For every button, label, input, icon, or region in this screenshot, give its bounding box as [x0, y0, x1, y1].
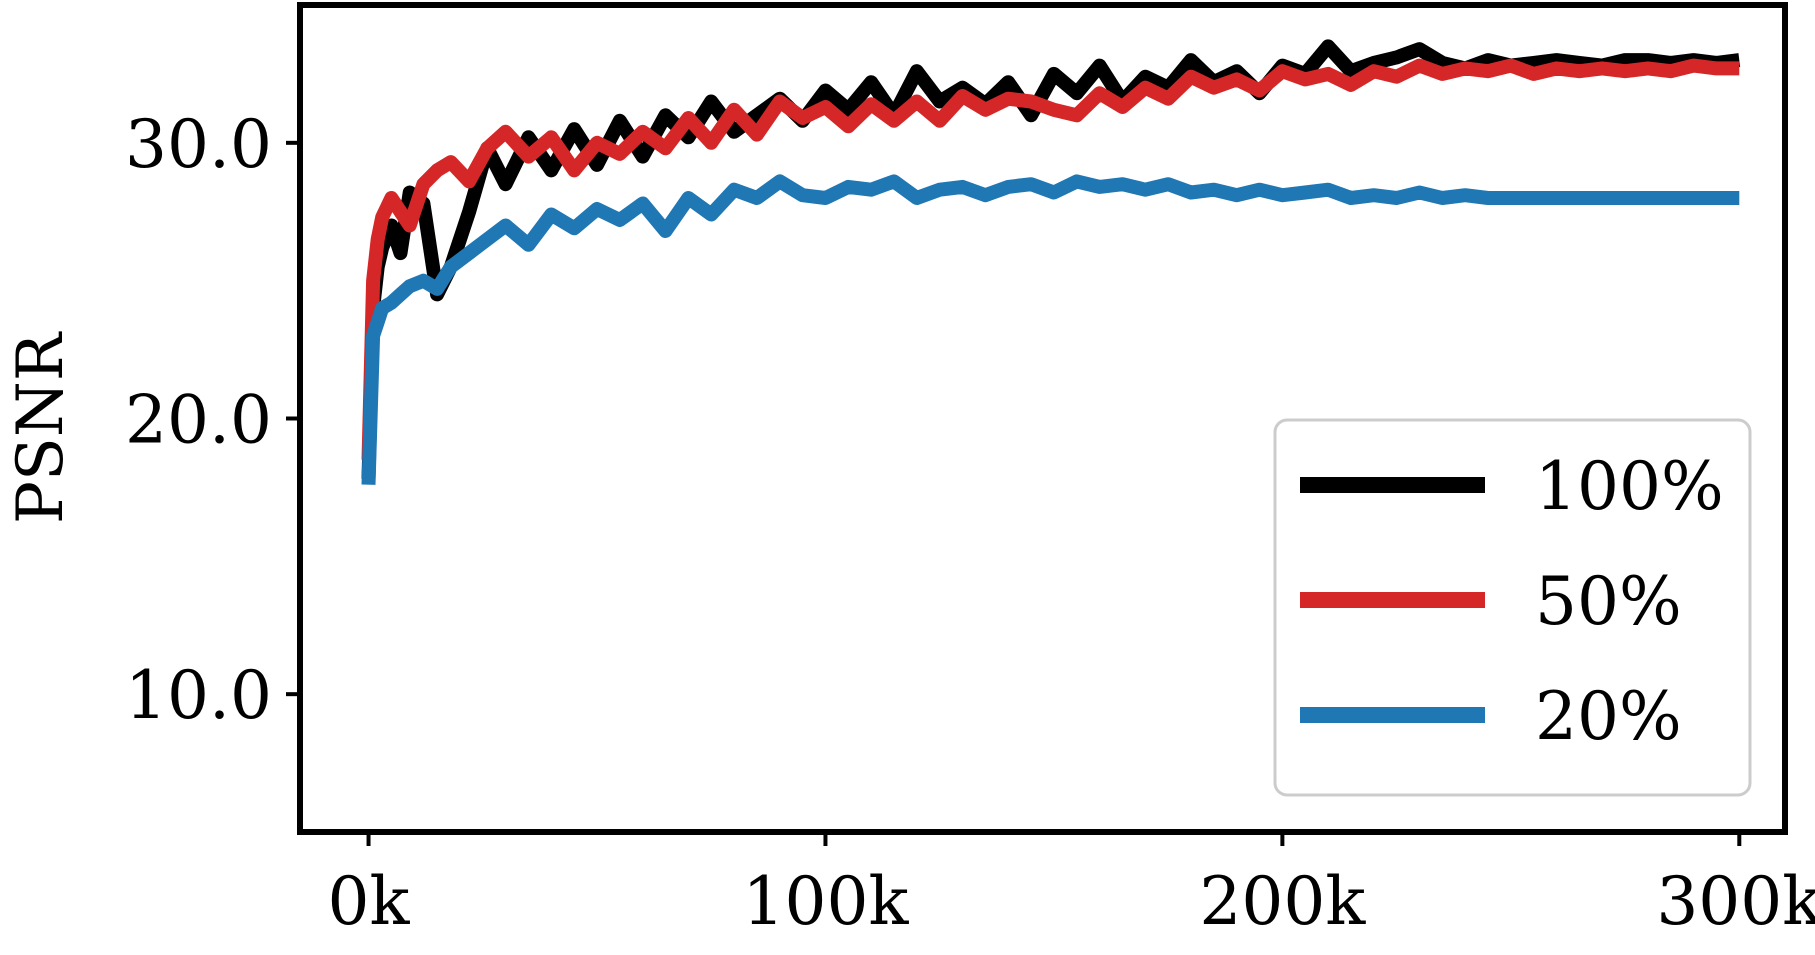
legend-label-1: 50% [1535, 563, 1682, 640]
x-tick-label-2: 200k [1199, 863, 1366, 940]
series-lines [361, 39, 1741, 485]
legend-box [1273, 418, 1752, 797]
axis-ticks: 10.0 20.0 30.0 0k 100k 200k 300k [125, 106, 1815, 940]
y-tick-label-0: 10.0 [125, 657, 272, 734]
y-tick-label-2: 30.0 [125, 106, 272, 183]
series-line-1 [361, 58, 1740, 460]
y-axis-label: PSNR [4, 331, 78, 524]
legend-label-0: 100% [1535, 448, 1724, 525]
x-tick-label-1: 100k [742, 863, 909, 940]
legend: 100% 50% 20% [1273, 418, 1752, 797]
x-tick-label-0: 0k [328, 863, 411, 940]
x-tick-label-3: 300k [1656, 863, 1815, 940]
y-tick-label-1: 20.0 [125, 382, 272, 459]
legend-label-2: 20% [1535, 678, 1682, 755]
series-line-2 [361, 174, 1740, 485]
